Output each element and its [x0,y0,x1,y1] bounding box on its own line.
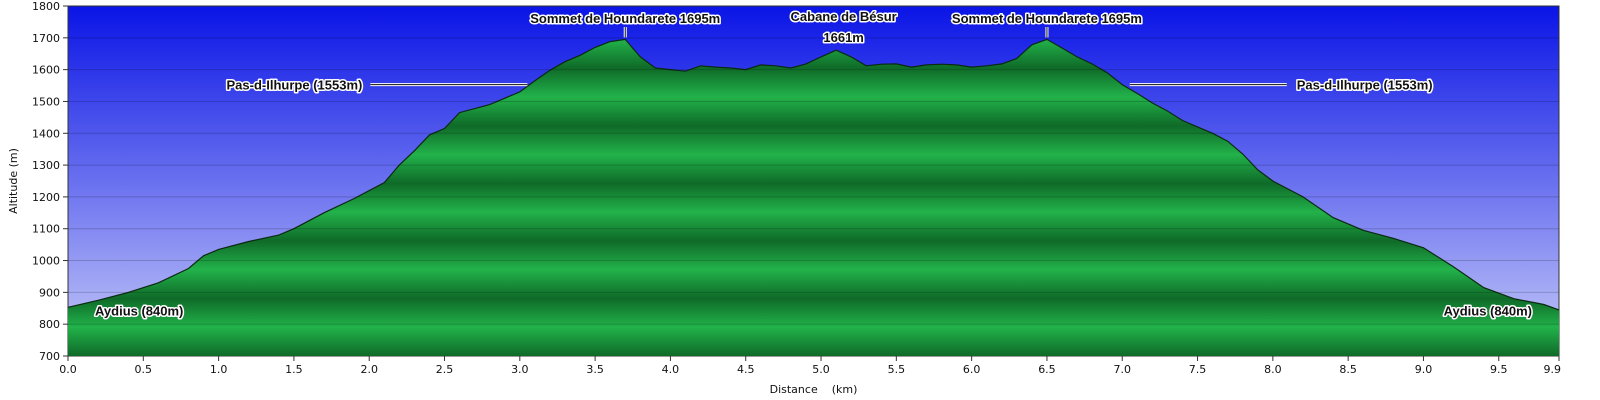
y-axis-title: Altitude (m) [7,148,20,214]
y-tick-label: 1800 [32,0,60,13]
x-tick-label: 2.0 [360,363,378,376]
y-tick-label: 1100 [32,223,60,236]
x-tick-label: 3.5 [586,363,604,376]
y-tick-label: 1000 [32,255,60,268]
x-tick-label: 0.0 [59,363,77,376]
y-tick-label: 900 [39,286,60,299]
x-tick-label: 5.5 [888,363,906,376]
x-tick-label: 7.5 [1189,363,1207,376]
x-tick-label: 1.5 [285,363,303,376]
x-tick-label: 5.0 [812,363,830,376]
y-tick-label: 700 [39,350,60,363]
x-tick-label: 3.0 [511,363,529,376]
y-tick-label: 1500 [32,95,60,108]
x-tick-label: 6.5 [1038,363,1056,376]
peak-label: Sommet de Houndarete 1695m [952,11,1142,26]
village-label: Aydius (840m) [1444,303,1532,318]
x-tick-label: 8.0 [1264,363,1282,376]
x-tick-label: 1.0 [210,363,228,376]
peak-label: Cabane de Bésur [791,9,897,24]
y-tick-label: 1400 [32,127,60,140]
village-label: Aydius (840m) [95,303,183,318]
x-tick-label: 9.9 [1544,363,1562,376]
x-tick-label: 6.0 [963,363,981,376]
annotations: Sommet de Houndarete 1695m Cabane de Bésu… [94,8,1534,320]
x-tick-label: 4.0 [662,363,680,376]
x-tick-label: 4.5 [737,363,755,376]
x-tick-label: 9.0 [1415,363,1433,376]
gridlines [68,37,1559,325]
x-tick-label: 7.0 [1113,363,1131,376]
terrain-outline [67,38,1560,311]
y-axis: 700 800 900 1000 1100 1200 1300 1400 1500 1600 170… [32,0,68,363]
x-tick-label: 0.5 [135,363,153,376]
y-tick-label: 1300 [32,159,60,172]
peak-label-elevation: 1661m [823,30,863,45]
y-tick-label: 1600 [32,64,60,77]
y-tick-label: 1200 [32,191,60,204]
x-tick-label: 8.5 [1339,363,1357,376]
pass-label: Pas-d-Ilhurpe (1553m) [227,78,363,93]
x-tick-label: 2.5 [436,363,454,376]
y-tick-label: 1700 [32,32,60,45]
peak-label: Sommet de Houndarete 1695m [530,11,720,26]
y-tick-label: 800 [39,318,60,331]
terrain-area [68,39,1559,357]
pass-label: Pas-d-Ilhurpe (1553m) [1297,78,1433,93]
x-tick-label: 9.5 [1490,363,1508,376]
x-axis: 0.0 0.5 1.0 1.5 2.0 2.5 3.0 3.5 4.0 4.5 5.0 5.5 6.0 6… [59,356,1561,376]
x-axis-title: Distance (km) [770,383,858,396]
terrain-layer [67,38,1560,357]
